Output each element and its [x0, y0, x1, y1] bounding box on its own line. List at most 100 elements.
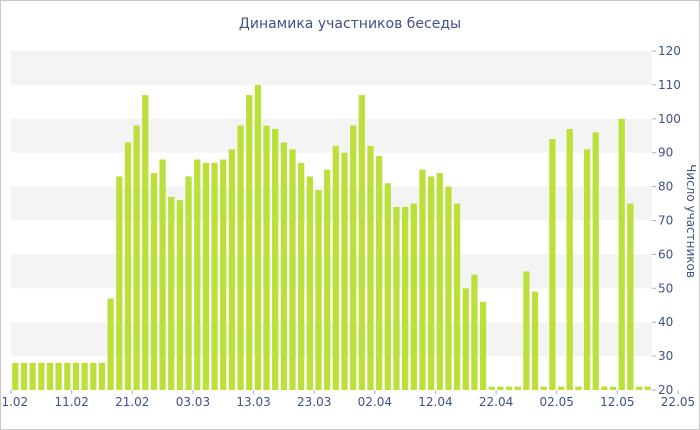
- bar: [514, 386, 521, 390]
- bar: [367, 145, 374, 390]
- bar: [246, 95, 253, 390]
- x-tick-label: 11.02: [54, 395, 88, 409]
- bar: [557, 386, 565, 390]
- bar: [324, 169, 331, 390]
- bar: [540, 386, 547, 390]
- bar: [298, 162, 305, 390]
- bar: [185, 176, 192, 390]
- bar: [627, 203, 634, 390]
- x-tick-label: 13.03: [236, 395, 270, 409]
- y-tick-label: 120: [658, 44, 681, 58]
- y-tick-label: 70: [658, 214, 673, 228]
- y-tick-label: 30: [658, 349, 673, 363]
- y-tick-label: 100: [658, 112, 681, 126]
- y-tick-label: 80: [658, 180, 673, 194]
- bar: [64, 362, 71, 390]
- grid-bands: [11, 51, 652, 357]
- bar: [376, 156, 383, 390]
- bar: [29, 362, 36, 390]
- bar: [280, 142, 287, 390]
- x-tick-label: 22.04: [479, 395, 513, 409]
- bar: [332, 145, 339, 390]
- bar: [358, 95, 365, 390]
- y-tick-label: 20: [658, 383, 673, 397]
- bar: [601, 386, 608, 390]
- bar: [315, 189, 322, 390]
- bar: [159, 159, 166, 390]
- bar: [263, 125, 270, 390]
- bar: [107, 298, 114, 390]
- bar: [228, 149, 236, 390]
- bar: [168, 196, 175, 390]
- bar: [410, 203, 417, 390]
- x-tick-label: 02.04: [358, 395, 392, 409]
- bar: [55, 362, 62, 390]
- bar: [98, 362, 106, 390]
- bar: [194, 159, 201, 390]
- bar: [72, 362, 80, 390]
- bar: [419, 169, 426, 390]
- bar: [384, 183, 391, 390]
- x-tick-label: 12.04: [418, 395, 452, 409]
- bar: [592, 132, 599, 391]
- bar: [445, 186, 452, 390]
- bar: [479, 301, 487, 390]
- bar: [436, 173, 443, 390]
- bar: [583, 149, 591, 390]
- grid-band: [11, 51, 652, 85]
- x-tick-label: 01.02: [1, 395, 28, 409]
- y-tick-label: 40: [658, 315, 673, 329]
- bar: [124, 142, 132, 390]
- bar: [254, 84, 261, 391]
- bar: [505, 386, 513, 390]
- grid-band: [11, 322, 652, 357]
- bar: [46, 362, 54, 390]
- bar: [566, 128, 573, 390]
- x-tick-label: 21.02: [115, 395, 149, 409]
- bar: [150, 173, 158, 390]
- y-tick-label: 90: [658, 146, 673, 160]
- bar: [38, 362, 45, 390]
- x-tick-label: 03.03: [176, 395, 210, 409]
- bar: [549, 139, 556, 390]
- bar: [402, 206, 409, 390]
- y-tick-label: 50: [658, 281, 673, 295]
- bar: [462, 288, 469, 390]
- bar: [116, 176, 123, 390]
- bar: [81, 362, 88, 390]
- y-tick-label: 60: [658, 247, 673, 261]
- bar: [90, 362, 97, 390]
- y-axis-label: Число участников: [684, 164, 698, 278]
- bar: [12, 362, 19, 390]
- bar: [453, 203, 461, 390]
- bar: [609, 386, 617, 390]
- bars: [12, 84, 651, 391]
- bar: [20, 362, 28, 390]
- grid-band: [11, 254, 652, 289]
- x-tick-label: 22.05: [661, 395, 695, 409]
- bar: [220, 159, 227, 390]
- bar: [176, 200, 184, 390]
- bar: [272, 128, 279, 390]
- bar: [488, 386, 495, 390]
- bar: [306, 176, 313, 390]
- bar: [142, 95, 149, 390]
- grid-band: [11, 118, 652, 153]
- bar: [237, 125, 244, 390]
- bar: [428, 176, 435, 390]
- bar: [523, 271, 530, 390]
- bar: [471, 274, 478, 390]
- bar: [575, 386, 582, 390]
- grid-band: [11, 186, 652, 221]
- bar: [644, 386, 651, 390]
- y-axis-ticks: 20 30 40 50 60 70 80 90 100 110 120: [652, 44, 681, 397]
- bar: [350, 125, 357, 390]
- bar: [497, 386, 504, 390]
- bar: [133, 125, 140, 390]
- bar: [618, 118, 625, 391]
- bar: [202, 162, 210, 390]
- bar: [289, 149, 296, 390]
- x-tick-label: 02.05: [540, 395, 574, 409]
